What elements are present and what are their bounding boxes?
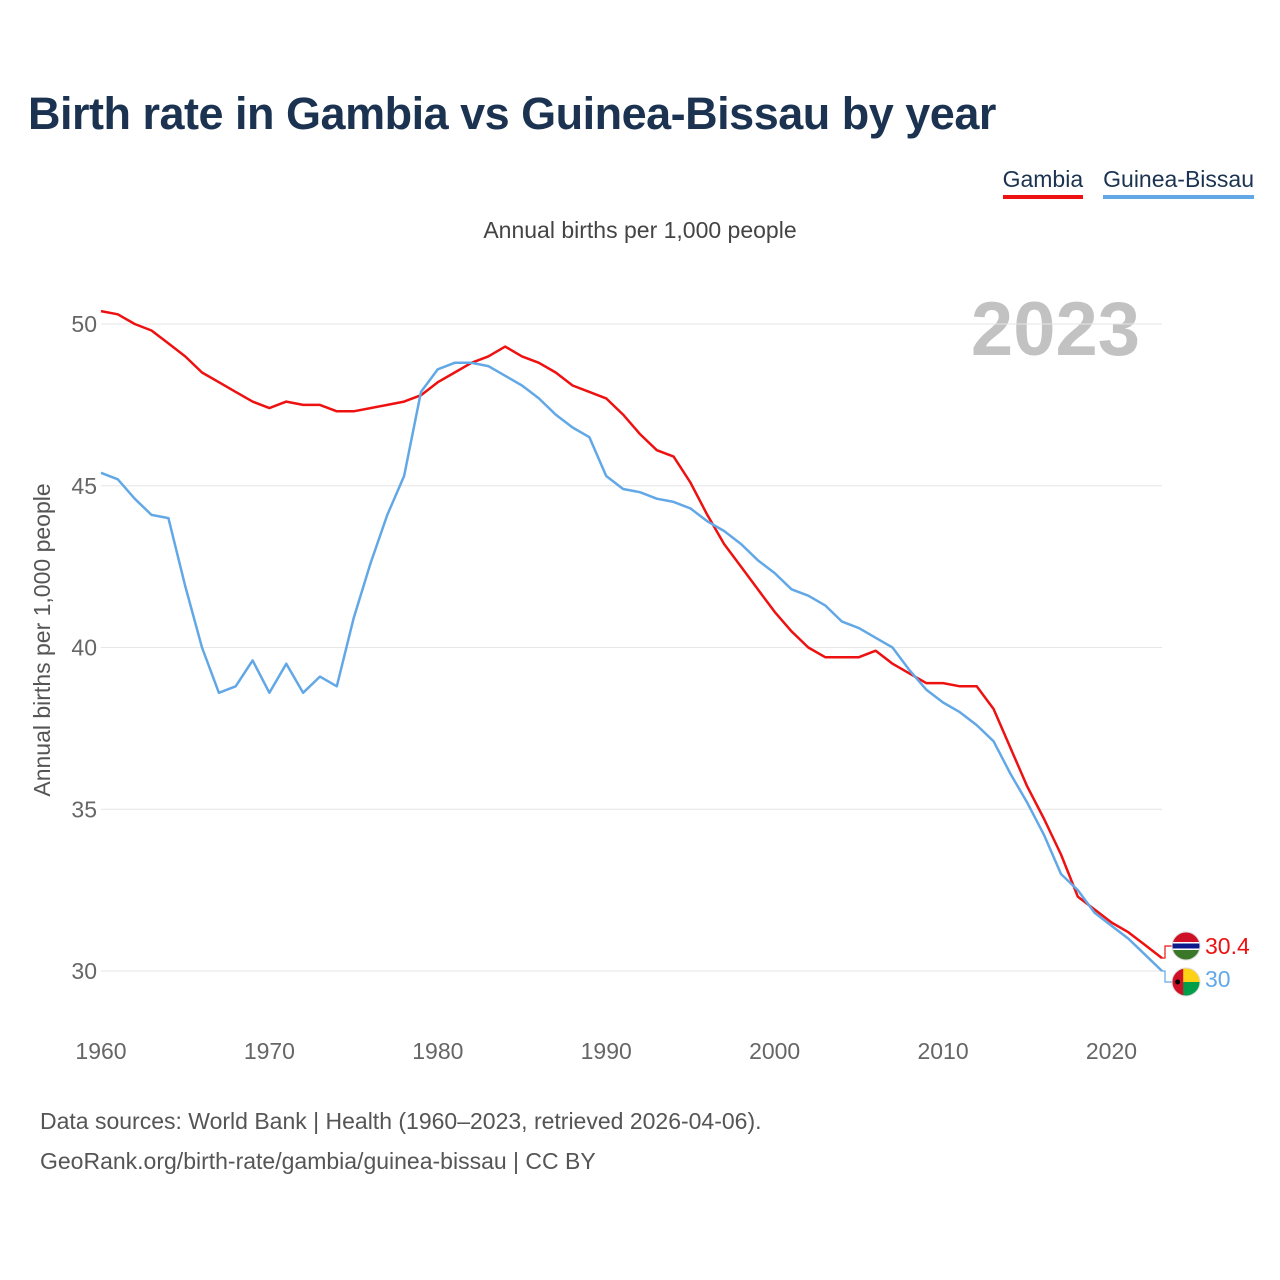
y-axis-ticks: 30 35 40 45 50 (71, 311, 97, 984)
chart-title: Birth rate in Gambia vs Guinea-Bissau by… (28, 88, 996, 139)
legend: Gambia Guinea-Bissau (1002, 166, 1254, 199)
x-tick-label: 2010 (917, 1038, 968, 1064)
end-markers: 30.4 30 (1162, 931, 1250, 997)
grid-lines (101, 323, 1162, 972)
gambia-flag-icon (1171, 931, 1201, 961)
x-tick-label: 2000 (749, 1038, 800, 1064)
end-connector (1162, 970, 1172, 983)
y-axis-label: Annual births per 1,000 people (29, 483, 55, 796)
y-tick-label: 40 (71, 635, 97, 661)
end-value-label: 30 (1205, 966, 1231, 992)
chart-subtitle: Annual births per 1,000 people (483, 217, 797, 243)
x-tick-label: 1970 (244, 1038, 295, 1064)
x-tick-label: 2020 (1086, 1038, 1137, 1064)
current-year-display: 2023 (970, 287, 1140, 372)
y-tick-label: 30 (71, 958, 97, 984)
end-connector (1162, 945, 1172, 959)
y-tick-label: 50 (71, 311, 97, 337)
x-tick-label: 1980 (412, 1038, 463, 1064)
x-tick-label: 1960 (75, 1038, 126, 1064)
y-tick-label: 45 (71, 473, 97, 499)
x-tick-label: 1990 (581, 1038, 632, 1064)
footer-sources: Data sources: World Bank | Health (1960–… (40, 1108, 762, 1134)
end-value-label: 30.4 (1205, 933, 1250, 959)
y-tick-label: 35 (71, 796, 97, 822)
series-line-guinea-bissau[interactable] (100, 361, 1163, 972)
series-line-gambia[interactable] (100, 309, 1163, 960)
x-axis-ticks: 1960 1970 1980 1990 2000 2010 2020 (75, 1038, 1137, 1064)
legend-item-guinea-bissau[interactable]: Guinea-Bissau (1103, 166, 1254, 199)
legend-item-gambia[interactable]: Gambia (1002, 166, 1084, 199)
guinea-bissau-flag-icon (1171, 967, 1201, 997)
footer-link[interactable]: GeoRank.org/birth-rate/gambia/guinea-bis… (40, 1148, 596, 1174)
series-lines (100, 309, 1163, 972)
